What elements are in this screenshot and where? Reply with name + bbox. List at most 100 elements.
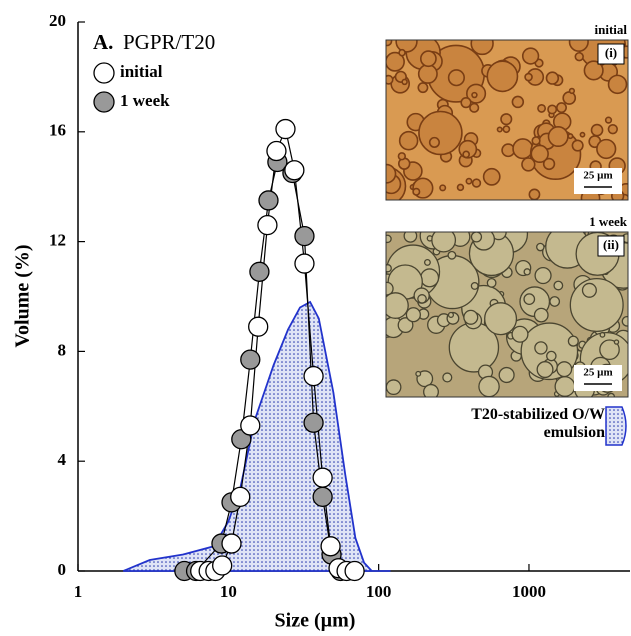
droplet: [449, 70, 465, 86]
legend-label: initial: [120, 62, 163, 81]
droplet: [608, 125, 617, 134]
droplet: [463, 151, 469, 157]
scale-label: 25 µm: [583, 367, 612, 379]
droplet: [531, 145, 548, 162]
droplet: [606, 117, 612, 123]
droplet: [535, 268, 551, 284]
droplet: [386, 380, 400, 394]
marker: [231, 487, 250, 506]
y-tick-label: 8: [58, 340, 67, 359]
droplet: [535, 342, 547, 354]
droplet: [568, 336, 578, 346]
droplet: [399, 50, 405, 56]
droplet: [402, 79, 407, 84]
droplet: [404, 230, 416, 242]
droplet: [421, 269, 439, 287]
droplet: [440, 185, 445, 190]
droplet: [570, 89, 575, 94]
marker: [259, 191, 278, 210]
marker: [304, 367, 323, 386]
droplet: [383, 293, 408, 318]
droplet: [570, 279, 623, 332]
inset-tag: (i): [605, 45, 617, 60]
figure: A. PGPR/T20 Size (µm) Volume (%) 0481216…: [0, 0, 631, 636]
droplet: [512, 326, 528, 342]
legend-label: 1 week: [120, 91, 170, 110]
droplet: [499, 368, 514, 383]
droplet: [443, 373, 452, 382]
droplet: [400, 132, 418, 150]
droplet: [418, 295, 426, 303]
x-tick-label: 10: [220, 582, 237, 601]
droplet: [522, 158, 535, 171]
droplet: [497, 127, 501, 131]
chart-title: PGPR/T20: [123, 30, 215, 54]
droplet: [525, 74, 532, 81]
droplet: [479, 376, 499, 396]
droplet: [419, 111, 462, 154]
droplet: [418, 83, 427, 92]
droplet: [609, 75, 627, 93]
droplet: [485, 303, 517, 335]
area-legend-swatch: [606, 407, 626, 445]
droplet: [548, 127, 567, 146]
droplet: [382, 36, 391, 45]
chart: A. PGPR/T20 Size (µm) Volume (%) 0481216…: [0, 0, 631, 636]
marker: [321, 537, 340, 556]
droplet: [538, 105, 545, 112]
marker: [285, 161, 304, 180]
droplet: [513, 139, 532, 158]
droplet: [430, 138, 440, 148]
droplet: [384, 265, 391, 272]
droplet: [597, 140, 616, 159]
droplet: [524, 269, 530, 275]
droplet: [557, 103, 566, 112]
marker: [258, 216, 277, 235]
droplet: [464, 310, 478, 324]
droplet: [555, 377, 575, 397]
marker: [295, 254, 314, 273]
droplet: [471, 232, 481, 242]
droplet: [473, 179, 481, 187]
marker: [249, 317, 268, 336]
droplet: [557, 362, 572, 377]
droplet: [470, 104, 479, 113]
y-tick-label: 4: [58, 450, 67, 469]
droplet: [563, 92, 575, 104]
marker: [250, 262, 269, 281]
droplet: [529, 189, 539, 199]
y-tick-label: 20: [49, 11, 66, 30]
droplet: [501, 114, 512, 125]
marker: [345, 562, 364, 581]
droplet: [580, 133, 584, 137]
y-tick-label: 12: [49, 231, 66, 250]
marker: [222, 534, 241, 553]
droplet: [419, 65, 437, 83]
droplet: [425, 260, 431, 266]
droplet: [416, 372, 421, 377]
droplet: [550, 297, 560, 307]
droplet: [413, 189, 419, 195]
droplet: [384, 235, 391, 242]
marker: [213, 556, 232, 575]
marker: [276, 120, 295, 139]
marker: [304, 413, 323, 432]
droplet: [535, 308, 548, 321]
droplet: [622, 317, 631, 326]
legend-marker: [94, 92, 114, 112]
y-tick-label: 16: [49, 121, 66, 140]
droplet: [554, 281, 563, 290]
droplet: [614, 340, 618, 344]
y-axis-label: Volume (%): [12, 244, 34, 347]
droplet: [398, 153, 405, 160]
legend-marker: [94, 63, 114, 83]
droplet: [421, 51, 436, 66]
droplet: [568, 134, 572, 138]
droplet: [570, 33, 589, 52]
droplet: [583, 283, 597, 297]
droplet: [532, 137, 540, 145]
droplet: [575, 53, 583, 61]
droplet: [487, 61, 517, 91]
droplet: [503, 126, 509, 132]
marker: [267, 142, 286, 161]
